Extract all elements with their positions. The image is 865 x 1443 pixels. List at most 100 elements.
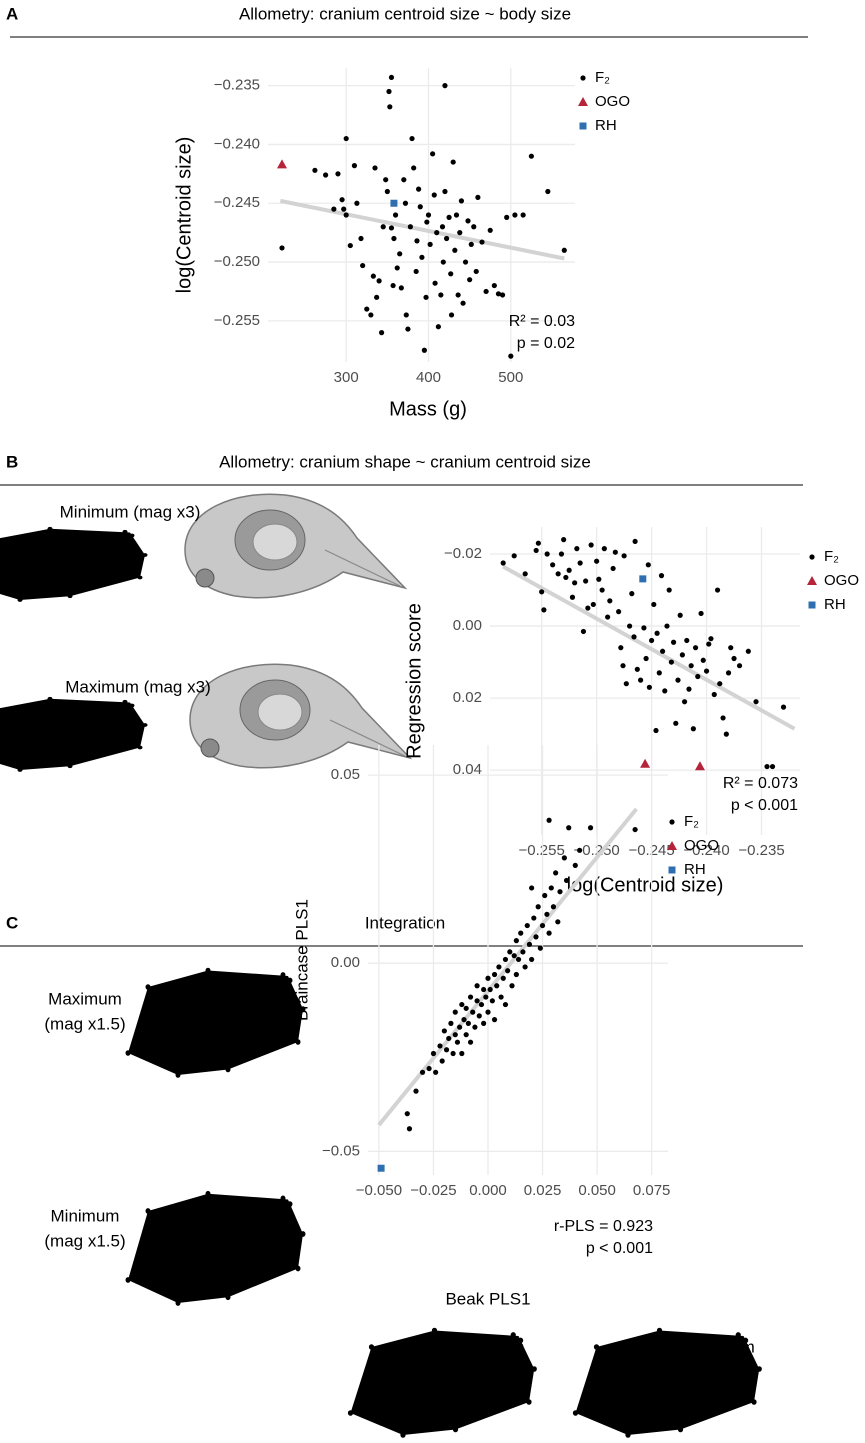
point [414,238,420,244]
point [753,699,759,705]
point [453,212,460,218]
point [433,1069,439,1075]
y-tick-label: 0.04 [453,761,482,778]
point [392,212,399,218]
point [417,204,423,210]
point [475,194,481,200]
point [569,594,576,600]
point [478,1001,485,1008]
point [580,628,587,635]
point [688,663,694,669]
point [448,1020,454,1026]
point [341,206,347,212]
point [454,1039,461,1045]
point [465,1020,471,1026]
point [668,659,674,665]
point [401,177,407,183]
point [439,1058,445,1064]
point [495,291,502,297]
fit-line [377,807,638,1127]
point [546,930,552,936]
point [531,915,537,921]
point [623,681,629,687]
point [343,135,349,142]
point [446,1035,452,1042]
point [394,265,400,271]
point [409,135,415,142]
point [491,1017,498,1023]
point [504,214,510,220]
point [557,889,563,895]
point [419,254,425,260]
panel-label: C [6,913,18,932]
point [563,574,569,581]
annotation: r-PLS = 0.923 [554,1218,653,1235]
y-tick-label: −0.02 [444,545,482,562]
point [465,218,471,224]
point [634,666,640,672]
point [416,186,422,192]
point [471,224,477,230]
point [548,885,554,891]
panel-label: B [6,452,18,471]
point [679,652,685,658]
skull-image [184,493,406,599]
point [518,930,524,936]
legend-marker [667,841,677,850]
fit-line [502,564,796,731]
point [502,1001,509,1008]
point [528,153,534,159]
point [558,551,565,557]
point [430,151,436,157]
point [448,271,454,277]
point [430,1050,437,1057]
point [481,986,487,993]
point [666,587,672,593]
point [468,241,474,247]
x-tick-label: 0.025 [524,1182,562,1199]
point [550,562,556,568]
point [360,262,366,269]
legend-label: RH [824,596,846,613]
point [537,945,543,951]
point [522,964,528,970]
point [588,542,594,548]
point [413,268,419,275]
point [631,634,637,640]
y-tick-label: −0.05 [322,1142,360,1159]
point [339,197,345,203]
point [594,558,600,564]
point [335,171,341,177]
wireframe-label: Maximum [48,989,122,1008]
point [459,1001,465,1008]
wireframe-label: Maximum [681,1337,755,1356]
point [462,259,469,265]
point [686,686,692,692]
point [610,565,616,572]
point [457,230,463,236]
point [533,547,539,554]
x-tick-label: −0.050 [356,1182,402,1199]
point [651,601,657,608]
point [438,292,444,298]
point [708,636,714,642]
legend-label: F₂ [595,69,610,86]
point [692,645,699,651]
fit-line [279,198,565,261]
point [717,681,723,687]
y-tick-label: −0.250 [214,253,260,270]
point [616,609,622,615]
annotation: R² = 0.03 [509,313,575,330]
point [421,347,427,353]
point [473,268,479,275]
point [627,623,633,629]
point [529,956,535,963]
x-tick-label: 400 [416,369,441,386]
point [508,353,514,359]
point [435,324,441,330]
y-tick-label: −0.235 [214,77,260,94]
x-tick-label: −0.235 [738,842,784,859]
point [448,312,455,318]
point [398,285,404,291]
point [654,630,660,636]
